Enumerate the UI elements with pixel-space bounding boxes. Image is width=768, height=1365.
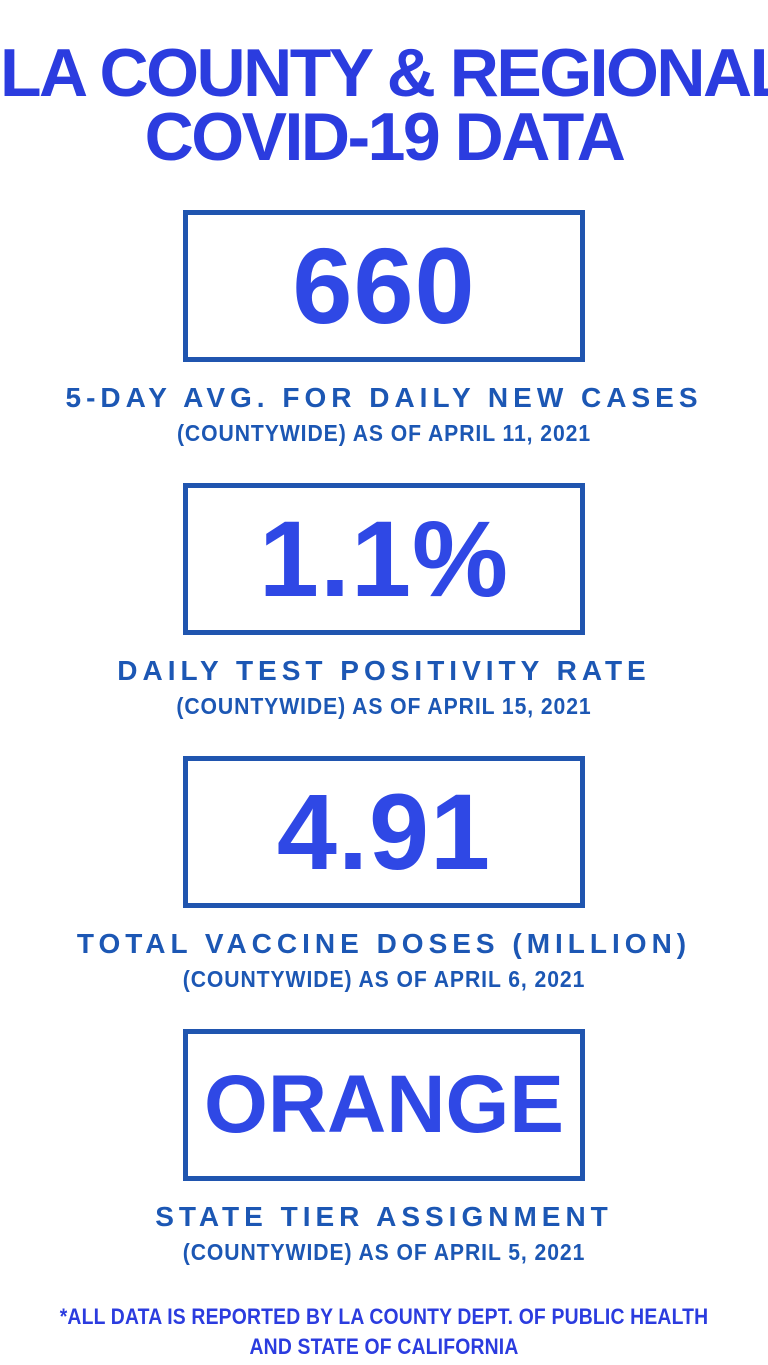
metric-test-positivity: 1.1% DAILY TEST POSITIVITY RATE (COUNTYW…: [0, 482, 768, 720]
metric-label: TOTAL VACCINE DOSES (MILLION): [76, 927, 692, 959]
metric-value: 660: [292, 224, 476, 346]
metric-sublabel: (COUNTYWIDE) AS OF APRIL 6, 2021: [182, 965, 586, 992]
metric-value-box: 660: [183, 209, 585, 362]
metric-vaccine-doses: 4.91 TOTAL VACCINE DOSES (MILLION) (COUN…: [0, 755, 768, 993]
metric-sublabel: (COUNTYWIDE) AS OF APRIL 5, 2021: [182, 1238, 586, 1265]
metric-daily-new-cases: 660 5-DAY AVG. FOR DAILY NEW CASES (COUN…: [0, 209, 768, 447]
metric-sublabel: (COUNTYWIDE) AS OF APRIL 15, 2021: [176, 692, 592, 719]
metric-value: ORANGE: [204, 1058, 564, 1150]
page-title-line-1: LA COUNTY & REGIONAL: [0, 35, 768, 111]
metric-sublabel: (COUNTYWIDE) AS OF APRIL 11, 2021: [176, 419, 592, 446]
metric-label: STATE TIER ASSIGNMENT: [155, 1200, 613, 1232]
footer-line-2: AND STATE OF CALIFORNIA: [249, 1333, 519, 1359]
footer-source-note: *ALL DATA IS REPORTED BY LA COUNTY DEPT.…: [46, 1302, 722, 1362]
metric-value: 4.91: [276, 770, 492, 892]
page-title: LA COUNTY & REGIONAL COVID-19 DATA: [0, 0, 768, 175]
footer-line-1: *ALL DATA IS REPORTED BY LA COUNTY DEPT.…: [59, 1303, 709, 1329]
metrics-list: 660 5-DAY AVG. FOR DAILY NEW CASES (COUN…: [0, 209, 768, 1266]
metric-label: 5-DAY AVG. FOR DAILY NEW CASES: [65, 381, 703, 413]
metric-state-tier: ORANGE STATE TIER ASSIGNMENT (COUNTYWIDE…: [0, 1028, 768, 1266]
page-title-line-2: COVID-19 DATA: [144, 98, 626, 175]
metric-value: 1.1%: [258, 497, 510, 619]
metric-value-box: 1.1%: [183, 482, 585, 635]
metric-label: DAILY TEST POSITIVITY RATE: [117, 654, 651, 686]
metric-value-box: 4.91: [183, 755, 585, 908]
metric-value-box: ORANGE: [183, 1028, 585, 1181]
